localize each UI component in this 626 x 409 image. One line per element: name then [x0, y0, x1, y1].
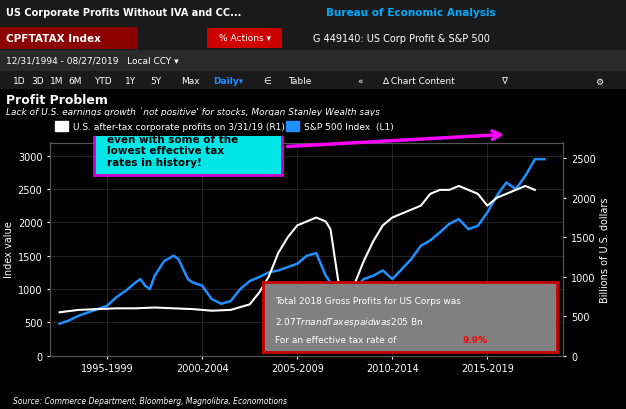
Text: S&P 500 Index  (L1): S&P 500 Index (L1) [304, 122, 394, 131]
Text: ∆ Chart Content: ∆ Chart Content [382, 77, 454, 86]
FancyBboxPatch shape [0, 28, 138, 50]
Text: 1Y: 1Y [125, 77, 136, 86]
Text: ∇: ∇ [501, 77, 507, 86]
Text: US Corporate Profits Without IVA and CC...: US Corporate Profits Without IVA and CC.… [6, 8, 242, 18]
Text: 9.9%: 9.9% [463, 335, 488, 344]
Text: $2.07 Trn and Taxes paid was $205 Bn: $2.07 Trn and Taxes paid was $205 Bn [275, 316, 423, 328]
Text: U.S. after-tax corporate profits on 3/31/19 (R1): U.S. after-tax corporate profits on 3/31… [73, 122, 285, 131]
Text: Flat Corporate profits
even with some of the
lowest effective tax
rates in histo: Flat Corporate profits even with some of… [107, 123, 239, 167]
Text: Source: Commerce Department, Bloomberg, Magnolibra, Economotions: Source: Commerce Department, Bloomberg, … [13, 396, 287, 405]
Text: 12/31/1994 - 08/27/2019   Local CCY ▾: 12/31/1994 - 08/27/2019 Local CCY ▾ [6, 57, 179, 66]
Text: Max: Max [182, 77, 200, 86]
Text: Total 2018 Gross Profits for US Corps was: Total 2018 Gross Profits for US Corps wa… [275, 296, 461, 305]
Text: 1M: 1M [50, 77, 64, 86]
Text: Lack of U.S. earnings growth `not positive' for stocks, Morgan Stanley Wealth sa: Lack of U.S. earnings growth `not positi… [6, 107, 380, 117]
Text: ∈: ∈ [263, 77, 271, 86]
Text: CPFTATAX Index: CPFTATAX Index [6, 34, 101, 44]
Text: For an effective tax rate of: For an effective tax rate of [275, 335, 399, 344]
Text: G 449140: US Corp Profit & S&P 500: G 449140: US Corp Profit & S&P 500 [313, 34, 490, 44]
Bar [286, 121, 299, 132]
Text: % Actions ▾: % Actions ▾ [219, 34, 271, 43]
Y-axis label: Billions of U.S. dollars: Billions of U.S. dollars [600, 197, 610, 302]
Bar [55, 121, 68, 132]
Text: «: « [357, 77, 362, 86]
FancyBboxPatch shape [207, 29, 282, 49]
Text: Table: Table [288, 77, 311, 86]
Text: ⚙: ⚙ [595, 77, 603, 86]
Text: Profit Problem: Profit Problem [6, 94, 108, 107]
Text: 6M: 6M [69, 77, 83, 86]
Text: YTD: YTD [94, 77, 111, 86]
Text: 3D: 3D [31, 77, 44, 86]
Text: 5Y: 5Y [150, 77, 162, 86]
Text: Bureau of Economic Analysis: Bureau of Economic Analysis [326, 8, 495, 18]
Y-axis label: Index value: Index value [4, 221, 14, 278]
Text: 1D: 1D [13, 77, 25, 86]
Text: Daily▾: Daily▾ [213, 77, 243, 86]
